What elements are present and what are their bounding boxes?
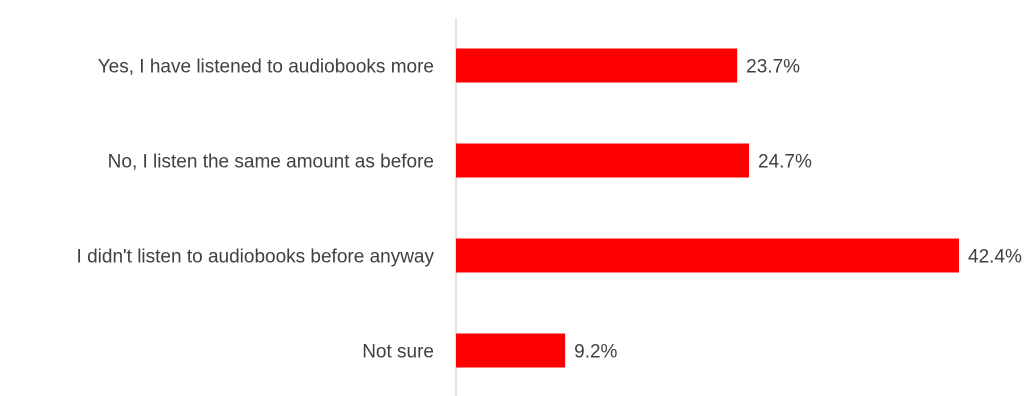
bar-0 (456, 48, 738, 83)
value-label-1: 24.7% (758, 152, 812, 173)
category-label-1: No, I listen the same amount as before (108, 152, 434, 173)
bar-1 (456, 143, 750, 178)
category-label-2: I didn't listen to audiobooks before any… (77, 247, 435, 268)
value-label-2: 42.4% (968, 247, 1022, 268)
category-label-0: Yes, I have listened to audiobooks more (98, 57, 434, 78)
bar-3 (456, 333, 566, 368)
bar-2 (456, 238, 959, 273)
value-label-3: 9.2% (574, 342, 617, 363)
value-label-0: 23.7% (746, 57, 800, 78)
category-label-3: Not sure (362, 342, 434, 363)
